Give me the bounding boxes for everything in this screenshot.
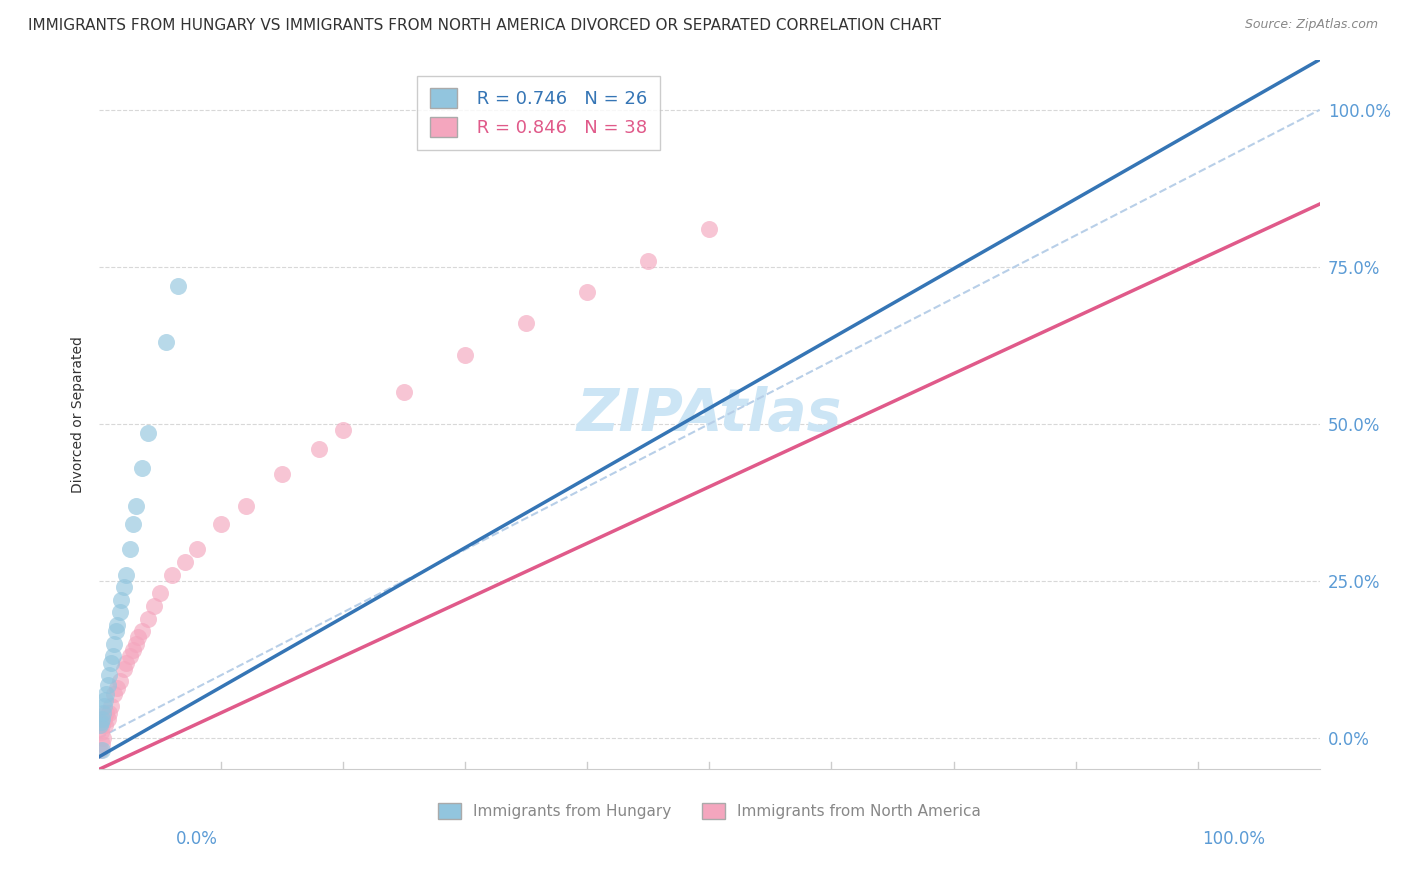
- Point: [100, 699, 122, 714]
- Point: [96, 706, 118, 720]
- Point: [332, 423, 354, 437]
- Point: [131, 624, 153, 639]
- Point: [173, 555, 195, 569]
- Point: [90, 737, 112, 751]
- Point: [94, 718, 117, 732]
- Point: [94, 693, 117, 707]
- Point: [89, 718, 111, 732]
- Point: [271, 467, 294, 482]
- Point: [93, 712, 115, 726]
- Point: [91, 718, 114, 732]
- Point: [97, 677, 120, 691]
- Point: [118, 649, 141, 664]
- Point: [90, 724, 112, 739]
- Point: [91, 731, 114, 745]
- Point: [167, 278, 190, 293]
- Point: [131, 460, 153, 475]
- Point: [136, 426, 159, 441]
- Point: [100, 656, 122, 670]
- Text: Source: ZipAtlas.com: Source: ZipAtlas.com: [1244, 18, 1378, 31]
- Point: [112, 662, 135, 676]
- Text: 0.0%: 0.0%: [176, 830, 218, 847]
- Point: [108, 605, 131, 619]
- Point: [308, 442, 330, 456]
- Point: [97, 668, 120, 682]
- Point: [149, 586, 172, 600]
- Point: [90, 715, 112, 730]
- Point: [235, 499, 257, 513]
- Text: 100.0%: 100.0%: [1202, 830, 1265, 847]
- Point: [93, 699, 115, 714]
- Point: [186, 542, 208, 557]
- Point: [209, 517, 232, 532]
- Point: [576, 285, 599, 299]
- Point: [105, 624, 128, 639]
- Point: [91, 743, 114, 757]
- Point: [394, 385, 416, 400]
- Point: [96, 687, 118, 701]
- Point: [107, 618, 129, 632]
- Point: [90, 712, 112, 726]
- Point: [97, 706, 120, 720]
- Point: [122, 517, 145, 532]
- Point: [115, 567, 138, 582]
- Point: [103, 687, 125, 701]
- Point: [125, 637, 148, 651]
- Point: [115, 656, 138, 670]
- Point: [515, 317, 537, 331]
- Point: [89, 743, 111, 757]
- Legend: Immigrants from Hungary, Immigrants from North America: Immigrants from Hungary, Immigrants from…: [432, 797, 987, 825]
- Point: [112, 580, 135, 594]
- Point: [454, 348, 477, 362]
- Point: [162, 567, 184, 582]
- Point: [155, 335, 177, 350]
- Point: [108, 674, 131, 689]
- Text: ZIPAtlas: ZIPAtlas: [576, 386, 842, 443]
- Point: [118, 542, 141, 557]
- Point: [101, 649, 124, 664]
- Point: [110, 592, 132, 607]
- Point: [136, 611, 159, 625]
- Point: [699, 222, 721, 236]
- Point: [143, 599, 166, 613]
- Y-axis label: Divorced or Separated: Divorced or Separated: [72, 336, 86, 493]
- Point: [122, 643, 145, 657]
- Text: IMMIGRANTS FROM HUNGARY VS IMMIGRANTS FROM NORTH AMERICA DIVORCED OR SEPARATED C: IMMIGRANTS FROM HUNGARY VS IMMIGRANTS FR…: [28, 18, 941, 33]
- Point: [107, 681, 129, 695]
- Point: [103, 637, 125, 651]
- Point: [637, 253, 659, 268]
- Point: [125, 499, 148, 513]
- Point: [91, 706, 114, 720]
- Point: [127, 631, 149, 645]
- Point: [97, 712, 120, 726]
